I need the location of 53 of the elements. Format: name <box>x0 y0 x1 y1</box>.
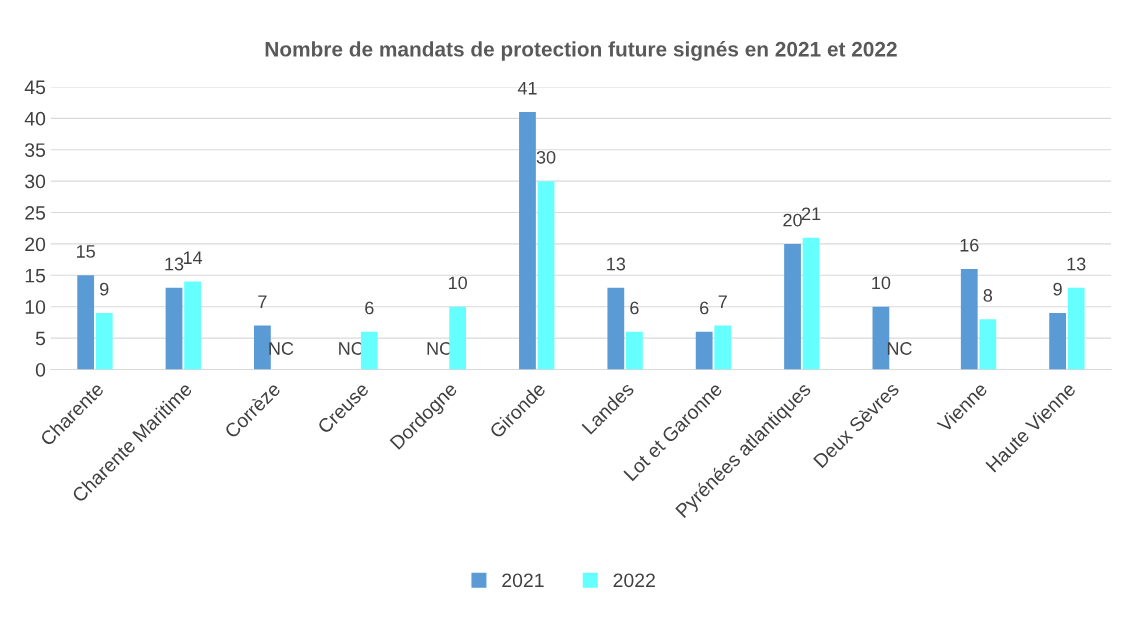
bar <box>165 287 183 370</box>
data-label: 13 <box>165 257 184 271</box>
bar <box>519 112 536 370</box>
bar <box>449 306 467 370</box>
bar <box>979 319 997 370</box>
data-label: 9 <box>1053 282 1062 296</box>
bar <box>537 181 555 370</box>
bar <box>872 306 890 370</box>
bar <box>1049 312 1067 370</box>
chart-title: Nombre de mandats de protection future signés en 2021 et 2022 <box>265 41 897 61</box>
data-label: 13 <box>1067 257 1086 271</box>
y-tick-label: 10 <box>25 300 46 314</box>
data-label: 20 <box>783 213 802 227</box>
bar <box>960 269 978 370</box>
bar <box>360 331 378 370</box>
data-label: 6 <box>700 301 709 315</box>
y-tick-label: 25 <box>25 205 46 220</box>
data-label: 14 <box>183 251 203 264</box>
data-label: 10 <box>872 276 891 290</box>
bar <box>95 312 113 370</box>
legend-label: 2022 <box>613 573 655 588</box>
data-label: 9 <box>100 282 109 296</box>
bar <box>625 331 643 370</box>
bar <box>714 325 732 370</box>
y-tick-label: 40 <box>24 111 46 126</box>
data-label: 30 <box>536 150 556 164</box>
bar <box>784 243 801 370</box>
bar <box>695 331 713 370</box>
y-tick-label: 20 <box>25 237 46 252</box>
data-label: 41 <box>517 82 537 95</box>
y-tick-label: 5 <box>35 331 46 346</box>
y-tick-label: 15 <box>25 268 46 283</box>
y-tick-label: 30 <box>25 174 46 189</box>
bar <box>184 281 201 370</box>
bar <box>1067 287 1085 370</box>
data-label: 8 <box>983 289 993 302</box>
y-tick-label: 35 <box>25 143 46 157</box>
bar <box>253 325 271 370</box>
data-label: 10 <box>448 276 467 290</box>
data-label: 16 <box>960 238 979 252</box>
data-label: 6 <box>630 301 639 315</box>
legend-label: 2021 <box>502 573 544 588</box>
data-label: 21 <box>801 207 821 220</box>
bar <box>607 287 625 370</box>
bar <box>802 237 820 370</box>
y-tick-label: 0 <box>35 362 46 377</box>
data-label: 15 <box>77 245 95 258</box>
data-label: 7 <box>258 295 267 308</box>
bar <box>77 275 95 370</box>
data-label: 13 <box>607 257 626 271</box>
data-label: 6 <box>365 301 374 315</box>
y-tick-label: 45 <box>24 80 46 95</box>
data-label: 7 <box>718 295 727 308</box>
